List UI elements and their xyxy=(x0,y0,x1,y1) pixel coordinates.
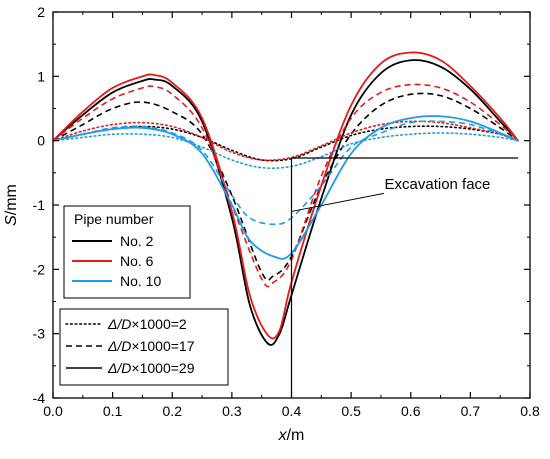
x-tick-label: 0.0 xyxy=(43,403,63,419)
legend-pipe-number: Pipe number No. 2 No. 6 No. 10 xyxy=(63,205,191,299)
series-line-no6-ratio-29 xyxy=(52,51,519,340)
series-line-no2-ratio-2 xyxy=(52,125,519,162)
legend-pipe-label: No. 2 xyxy=(120,233,154,249)
legend-pipe-box xyxy=(63,205,191,299)
legend-pipe-label: No. 10 xyxy=(120,273,161,289)
legend-ratio-box xyxy=(59,308,229,386)
excavation-face-pointer xyxy=(291,192,385,212)
series-line-no6-ratio-2 xyxy=(52,120,519,162)
y-tick-label: -4 xyxy=(33,390,46,406)
y-tick-label: 0 xyxy=(37,133,45,149)
series-line-no10-ratio-2 xyxy=(52,132,519,170)
axis-variable: S xyxy=(3,215,20,226)
series-layer xyxy=(52,51,519,346)
ticks-layer: 0.0 0.1 0.2 0.3 0.4 0.5 0.6 0.7 0.8 2 1 0 -1 -2 -3 -4 xyxy=(33,4,540,419)
x-tick-label: 0.5 xyxy=(341,403,361,419)
x-tick-label: 0.3 xyxy=(222,403,242,419)
axis-variable: x xyxy=(278,427,288,444)
legend-ratio-symbol: Δ/D xyxy=(107,316,131,332)
legend-ratio-value: ×1000=2 xyxy=(131,316,186,332)
y-tick-label: 1 xyxy=(37,68,45,84)
legend-pipe-label: No. 6 xyxy=(120,253,154,269)
y-tick-label: -3 xyxy=(33,326,46,342)
legend-ratio: Δ/D×1000=2Δ/D×1000=17Δ/D×1000=29 xyxy=(59,308,229,386)
legend-ratio-label: Δ/D×1000=17 xyxy=(107,338,195,354)
series-line-no2-ratio-29 xyxy=(52,59,519,346)
x-tick-label: 0.4 xyxy=(282,403,302,419)
x-tick-label: 0.8 xyxy=(520,403,540,419)
legend-pipe-title: Pipe number xyxy=(74,211,154,227)
x-tick-label: 0.1 xyxy=(103,403,123,419)
y-axis-label: S/mm xyxy=(3,184,20,226)
y-tick-label: -2 xyxy=(33,261,46,277)
axis-unit: /m xyxy=(287,427,305,444)
legend-ratio-label: Δ/D×1000=2 xyxy=(107,316,187,332)
series-line-no2-ratio-17 xyxy=(52,92,519,281)
annotation-layer: Excavation face xyxy=(290,157,519,398)
legend-ratio-value: ×1000=17 xyxy=(131,338,194,354)
series-line-no6-ratio-17 xyxy=(52,83,519,288)
series-line-no10-ratio-29 xyxy=(52,115,519,260)
legend-ratio-symbol: Δ/D xyxy=(107,338,131,354)
x-tick-label: 0.6 xyxy=(401,403,421,419)
x-axis-label: x/m xyxy=(278,427,305,444)
legend-ratio-value: ×1000=29 xyxy=(131,360,194,376)
y-tick-label: -1 xyxy=(33,197,46,213)
axis-unit: /mm xyxy=(3,184,20,215)
axis-labels: S/mm x/m xyxy=(3,184,304,444)
y-tick-label: 2 xyxy=(37,4,45,20)
x-tick-label: 0.7 xyxy=(461,403,481,419)
legend-ratio-symbol: Δ/D xyxy=(107,360,131,376)
series-line-no10-ratio-17 xyxy=(52,120,519,226)
legend-ratio-label: Δ/D×1000=29 xyxy=(107,360,195,376)
x-tick-label: 0.2 xyxy=(163,403,183,419)
excavation-face-label: Excavation face xyxy=(385,176,491,193)
